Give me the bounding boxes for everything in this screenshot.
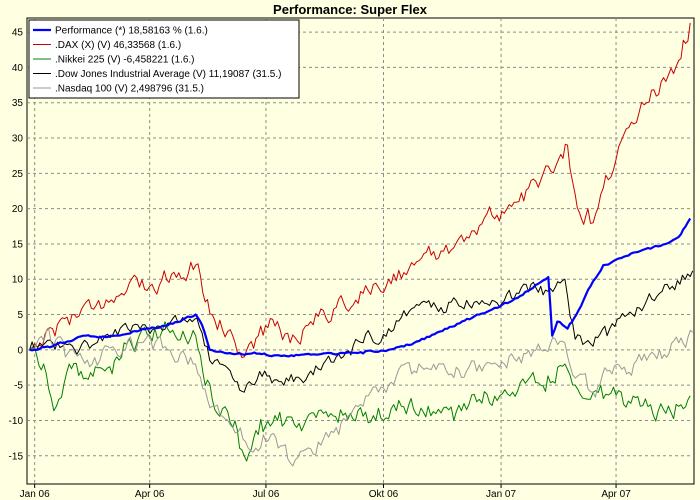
series-line <box>29 321 691 462</box>
x-tick-label: Jan 06 <box>20 489 50 500</box>
series-line <box>29 270 694 393</box>
y-tick-label: 15 <box>12 239 24 250</box>
y-tick-label: 20 <box>12 204 24 215</box>
series-layer <box>29 22 694 467</box>
x-tick-label: Apr 07 <box>601 489 631 500</box>
legend: Performance (*) 18,58163 % (1.6.) .DAX (X… <box>28 19 300 99</box>
y-axis: -15 -10 -5 0 5 10 15 20 25 30 35 40 45 <box>9 28 24 463</box>
x-tick-label: Jul 06 <box>253 489 280 500</box>
chart-title: Performance: Super Flex <box>273 2 427 17</box>
y-tick-label: -5 <box>14 381 23 392</box>
y-tick-label: 10 <box>12 275 24 286</box>
legend-label: .Nikkei 225 (V) -6,458221 (1.6.) <box>55 55 195 66</box>
x-tick-label: Apr 06 <box>135 489 165 500</box>
series-line <box>29 217 692 358</box>
y-tick-label: 40 <box>12 63 24 74</box>
y-tick-label: -15 <box>9 451 24 462</box>
legend-label: .DAX (X) (V) 46,33568 (1.6.) <box>55 40 181 51</box>
legend-label: Performance (*) 18,58163 % (1.6.) <box>55 26 208 37</box>
x-axis: Jan 06 Apr 06 Jul 06 Okt 06 Jan 07 Apr 07 <box>20 484 631 500</box>
x-tick-label: Okt 06 <box>369 489 399 500</box>
y-tick-label: 5 <box>17 310 23 321</box>
y-tick-label: 45 <box>12 28 24 39</box>
legend-box <box>28 19 300 99</box>
y-tick-label: 25 <box>12 169 24 180</box>
y-tick-label: 35 <box>12 98 24 109</box>
legend-label: .Nasdaq 100 (V) 2,498796 (31.5.) <box>55 84 204 95</box>
legend-label: .Dow Jones Industrial Average (V) 11,190… <box>55 69 281 80</box>
x-tick-label: Jan 07 <box>486 489 516 500</box>
series-line <box>29 328 694 467</box>
y-tick-label: -10 <box>9 416 24 427</box>
series-line <box>29 22 691 358</box>
y-tick-label: 0 <box>17 345 23 356</box>
y-tick-label: 30 <box>12 134 24 145</box>
